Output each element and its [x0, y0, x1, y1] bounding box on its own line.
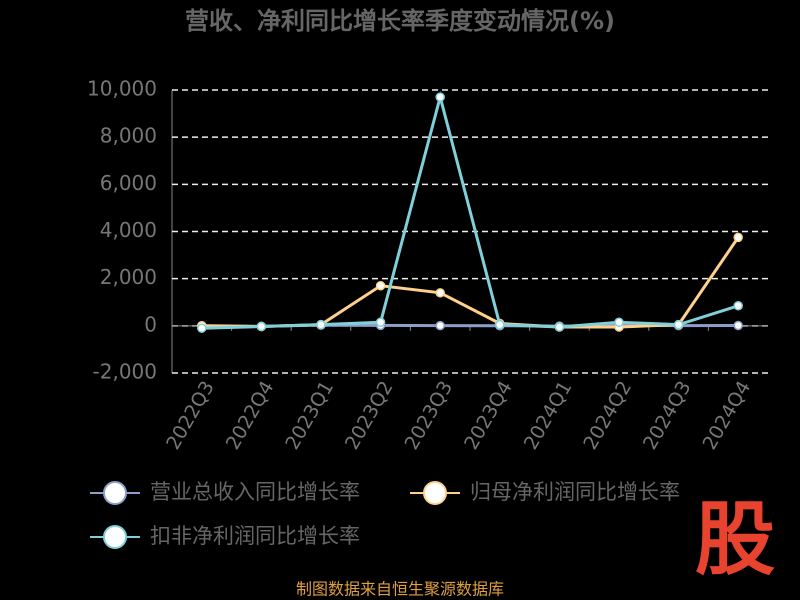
- chart-title: 营收、净利同比增长率季度变动情况(%): [185, 7, 615, 35]
- y-tick-label: 2,000: [100, 265, 157, 289]
- y-tick-label: 8,000: [100, 124, 157, 148]
- data-point: [316, 319, 326, 330]
- y-tick-label: -2,000: [93, 360, 157, 384]
- data-point: [256, 321, 267, 332]
- data-point: [435, 288, 445, 298]
- y-tick-label: 10,000: [87, 77, 157, 101]
- source-note: 制图数据来自恒生聚源数据库: [296, 580, 504, 599]
- data-point: [435, 320, 445, 331]
- y-tick-label: 0: [144, 312, 157, 336]
- y-tick-label: 4,000: [100, 218, 157, 242]
- data-point: [733, 232, 743, 243]
- logo: 股: [695, 493, 775, 586]
- data-point: [614, 317, 624, 328]
- legend-label: 归母净利润同比增长率: [470, 480, 680, 504]
- legend-label: 营业总收入同比增长率: [150, 480, 360, 504]
- legend-marker: [103, 481, 127, 505]
- data-point: [733, 301, 743, 311]
- data-point: [733, 320, 743, 331]
- data-point: [435, 92, 445, 102]
- y-tick-label: 6,000: [100, 171, 157, 195]
- legend-marker: [103, 525, 127, 549]
- series-line: [201, 91, 739, 330]
- data-point: [673, 319, 684, 330]
- data-point: [554, 322, 565, 332]
- legend-label: 扣非净利润同比增长率: [150, 524, 360, 548]
- data-point: [375, 280, 386, 291]
- data-point: [375, 317, 386, 328]
- legend-marker: [423, 481, 447, 505]
- data-point: [197, 323, 207, 333]
- data-point: [495, 319, 505, 330]
